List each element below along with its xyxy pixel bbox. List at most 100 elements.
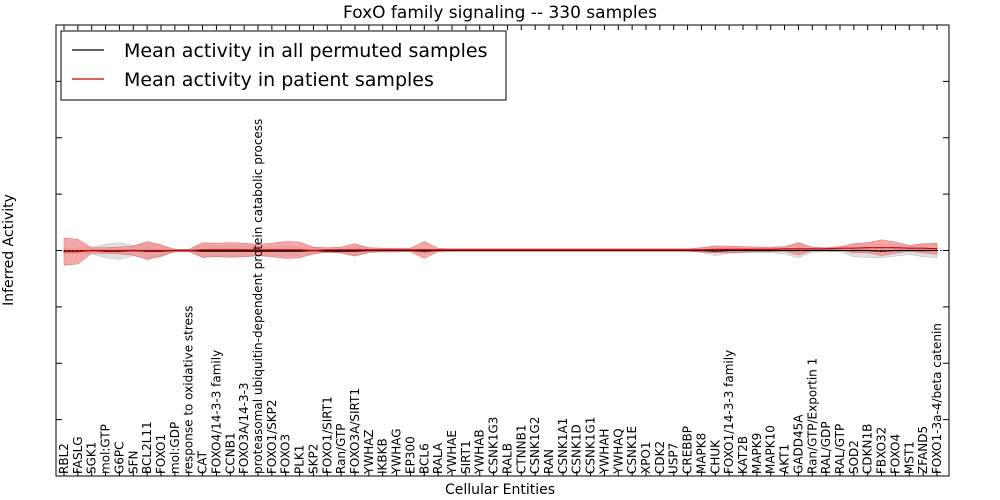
x-tick-label: YWHAE xyxy=(445,430,459,475)
series-0-point xyxy=(797,249,800,252)
series-0-point xyxy=(908,249,910,252)
series-1-point xyxy=(784,248,786,250)
series-0-point xyxy=(742,249,744,252)
series-0-point xyxy=(257,250,259,252)
series-1-point xyxy=(590,249,592,251)
plot-area xyxy=(56,237,949,266)
legend-box xyxy=(60,30,507,101)
series-0-point xyxy=(839,249,841,252)
x-tick-label: Ran/GTP/Exportin 1 xyxy=(805,358,819,474)
x-tick-label: MAPK10 xyxy=(764,425,778,474)
x-tick-label: KAT2B xyxy=(736,436,750,474)
series-0-point xyxy=(354,250,356,252)
x-tick-label: GADD45A xyxy=(791,414,805,474)
x-tick-label: SOD2 xyxy=(847,440,861,474)
x-tick-label: YWHAZ xyxy=(362,429,376,475)
series-1-point xyxy=(770,248,772,250)
series-1-point xyxy=(479,249,481,251)
series-0-point xyxy=(784,249,786,252)
y-tick-label: 0 xyxy=(39,244,48,260)
x-tick-label: CHUK xyxy=(708,439,722,474)
series-1-point xyxy=(63,251,65,253)
series-0-point xyxy=(229,250,231,252)
series-1-point xyxy=(368,249,370,251)
x-tick-label: MST1 xyxy=(902,441,916,474)
x-tick-label: YWHAH xyxy=(597,429,611,475)
x-tick-label: FASLG xyxy=(71,436,85,474)
series-0-point xyxy=(811,249,813,252)
series-0-point xyxy=(714,250,716,252)
series-1-point xyxy=(423,249,425,251)
axes: −4 −3 −2 −1 0 1 2 3 4 RBL2 FASLG SGK1 mol:GTP G6PC SFN… xyxy=(27,18,949,476)
x-tick-label: IKBKB xyxy=(376,438,390,474)
series-1-point xyxy=(493,249,495,251)
x-tick-label: CDKN1B xyxy=(861,424,875,474)
series-1-point xyxy=(326,249,328,251)
series-1-point xyxy=(243,249,245,251)
x-tick-label: FOXO4/14-3-3 family xyxy=(209,350,223,474)
x-tick-label: FBXO32 xyxy=(875,427,889,474)
x-tick-label: BCL6 xyxy=(417,443,431,474)
series-1-point xyxy=(132,249,134,252)
series-1-point xyxy=(894,247,897,249)
x-tick-label: PLK1 xyxy=(293,445,307,474)
x-tick-label: FOXO1 xyxy=(154,434,168,474)
series-1-point xyxy=(700,249,703,251)
series-0-point xyxy=(936,249,938,252)
x-tick-label: USP7 xyxy=(667,443,681,474)
x-tick-label: FOXO4 xyxy=(888,434,902,474)
x-tick-label: mol:GDP xyxy=(168,422,182,474)
y-tick-label: 2 xyxy=(39,131,48,147)
series-0-point xyxy=(853,249,855,252)
series-1-point xyxy=(451,249,453,251)
x-tick-label: FOXO1/14-3-3 family xyxy=(722,350,736,474)
series-0-point xyxy=(285,250,287,252)
x-tick-label: CDK2 xyxy=(653,441,667,474)
y-tick-label: −2 xyxy=(27,356,48,372)
series-1-point xyxy=(659,249,661,251)
legend-label-patient: Mean activity in patient samples xyxy=(124,69,434,91)
series-1-point xyxy=(77,251,79,253)
x-tick-label: XPO1 xyxy=(639,441,653,474)
series-0-point xyxy=(340,250,342,252)
x-tick-label: response to oxidative stress xyxy=(182,306,196,474)
x-tick-label: FOXO3A/14-3-3 xyxy=(237,382,251,474)
y-tick-label: 4 xyxy=(39,18,48,34)
x-tick-label: Ran/GTP xyxy=(334,423,348,474)
series-1-point xyxy=(160,249,162,252)
x-axis-label: Cellular Entities xyxy=(445,482,555,498)
legend-label-permuted: Mean activity in all permuted samples xyxy=(124,40,487,62)
series-1-point xyxy=(271,249,273,251)
series-0-point xyxy=(922,249,924,252)
y-tick-label: −1 xyxy=(27,300,48,316)
x-tick-label: mol:GTP xyxy=(99,424,113,474)
series-1-point xyxy=(687,249,689,251)
series-1-point xyxy=(825,248,827,250)
series-1-point xyxy=(756,248,758,250)
series-1-point xyxy=(299,249,301,251)
y-tick-label: 3 xyxy=(39,74,48,90)
series-1-point xyxy=(617,249,619,251)
series-0-point xyxy=(881,250,883,252)
x-tick-label: CCNB1 xyxy=(223,432,237,474)
series-1-point xyxy=(922,247,924,249)
series-1-point xyxy=(576,249,578,251)
series-1-point xyxy=(285,249,287,251)
x-tick-label: FOXO1/SKP2 xyxy=(265,399,279,474)
series-1-point xyxy=(839,247,841,249)
y-tick-label: −3 xyxy=(27,413,48,429)
series-1-point xyxy=(215,249,217,251)
series-1-point xyxy=(506,249,508,251)
x-tick-label: YWHAB xyxy=(473,429,487,475)
series-1-point xyxy=(382,249,384,251)
y-tick-label: 1 xyxy=(39,187,48,203)
x-tick-label: MAPK9 xyxy=(750,433,764,474)
x-tick-label: SIRT1 xyxy=(459,440,473,474)
series-0-point xyxy=(299,250,301,252)
series-0-point xyxy=(728,249,730,252)
series-0-point xyxy=(894,249,897,252)
y-axis-label: Inferred Activity xyxy=(1,194,17,306)
series-1-point xyxy=(105,249,107,252)
x-tick-label: SFN xyxy=(126,451,140,475)
